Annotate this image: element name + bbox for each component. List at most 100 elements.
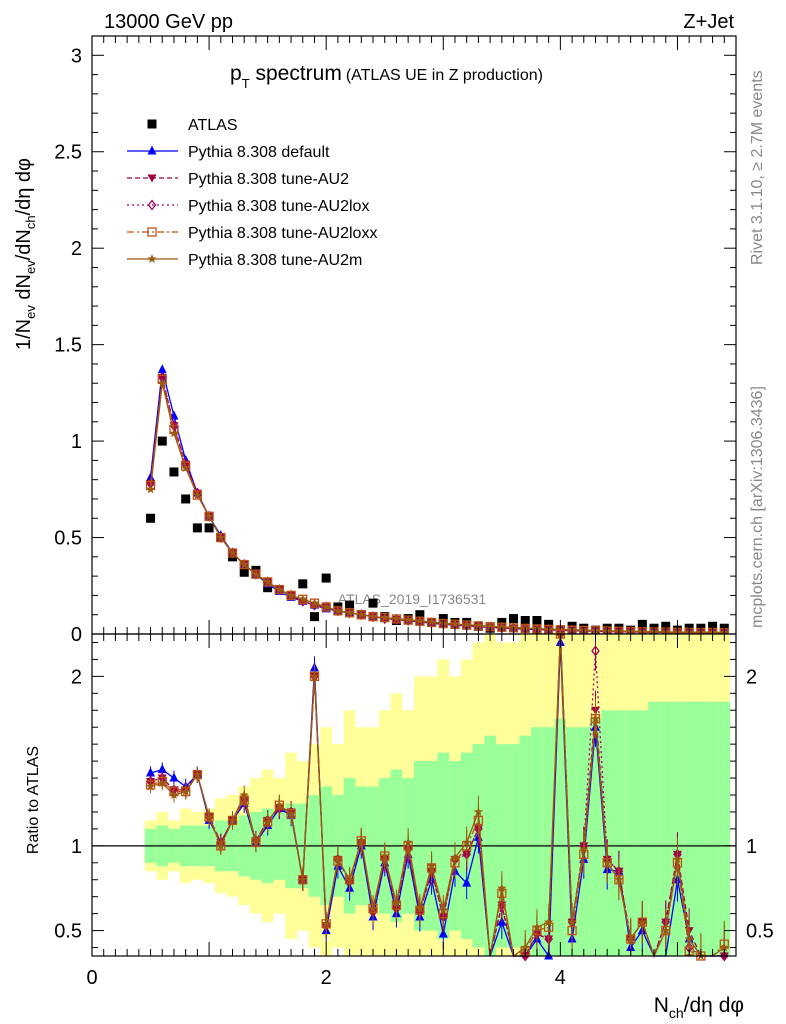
ratio-pythia-8-308-tune-au2m-point [309, 671, 320, 681]
ratio-pythia-8-308-tune-au2m-point [637, 917, 648, 927]
main-atlas-point [520, 615, 530, 625]
main-atlas-point [509, 614, 519, 624]
ratio-pythia-8-308-tune-au2m-point [298, 874, 308, 884]
main-atlas-point [661, 621, 671, 631]
ratio-band-inner [589, 718, 602, 956]
main-title: pT spectrum (ATLAS UE in Z production) [230, 62, 543, 91]
ratio-pythia-8-308-tune-au2m-point [461, 837, 472, 847]
ratio-pythia-8-308-tune-au2m-point [719, 942, 730, 952]
ylabel-a: 1/N [13, 319, 35, 350]
xlabel-b: /dη dφ [684, 994, 744, 1017]
ratio-pythia-8-308-tune-au2m-point [602, 857, 612, 867]
ratio-pythia-8-308-tune-au2m-point [532, 922, 542, 932]
main-pythia-8-308-tune-au2m-point [333, 605, 343, 615]
main-pythia-8-308-tune-au2m-point [473, 620, 484, 630]
mcplots-label: mcplots.cern.ch [arXiv:1306.3436] [749, 386, 766, 628]
main-ytick-label: 2.5 [54, 142, 82, 164]
ratio-pythia-8-308-tune-au2m-point [321, 918, 331, 928]
legend-pythia-8-308-tune-au2-marker [147, 174, 157, 183]
main-pythia-8-308-tune-au2m-point [379, 612, 390, 622]
main-ytick-label: 3 [71, 45, 82, 67]
main-atlas-point [169, 467, 179, 477]
ratio-pythia-8-308-tune-au2m-point [262, 817, 273, 827]
ratio-band-inner [566, 727, 578, 956]
main-atlas-point [368, 598, 378, 608]
ratio-pythia-8-308-tune-au2m-point [286, 808, 296, 818]
main-ytick-label: 0 [71, 624, 82, 646]
ratio-band-inner [554, 718, 567, 956]
header-right: Z+Jet [683, 11, 734, 33]
ratio-pythia-8-308-tune-au2m-point [333, 854, 343, 864]
ratio-pythia-8-308-tune-au2m-point [251, 837, 261, 847]
main-pythia-8-308-tune-au2m-point [157, 378, 168, 388]
ratio-xtick-label: 4 [555, 967, 566, 989]
ratio-pythia-8-308-tune-au2lox-point [719, 950, 729, 962]
main-pythia-8-308-tune-au2m-point [262, 576, 273, 586]
main-atlas-point [298, 579, 308, 589]
ratio-pythia-8-308-default-point [146, 767, 156, 777]
ratio-band-inner [601, 710, 614, 956]
legend-pythia-8-308-tune-au2loxx-label: Pythia 8.308 tune-AU2loxx [188, 225, 377, 242]
ratio-pythia-8-308-tune-au2m-point [543, 917, 554, 927]
ratio-band-inner [718, 701, 731, 956]
ylabel-c-sub: ch [23, 215, 38, 229]
ratio-pythia-8-308-tune-au2m-point [356, 835, 367, 845]
main-pythia-8-308-tune-au2m-point [180, 463, 191, 473]
main-pythia-8-308-tune-au2m-point [497, 621, 507, 631]
ratio-pythia-8-308-tune-au2m-point [391, 898, 402, 908]
ylabel-c: /dN [13, 229, 35, 260]
ratio-ytick-label: 0.5 [54, 921, 82, 943]
legend-pythia-8-308-tune-au2lox-label: Pythia 8.308 tune-AU2lox [188, 198, 369, 215]
ratio-band-inner [695, 701, 707, 956]
legend-pythia-8-308-default-marker [147, 145, 157, 155]
legend-pythia-8-308-tune-au2loxx-marker [147, 227, 157, 237]
main-atlas-point [532, 615, 542, 625]
ratio-pythia-8-308-tune-au2m-point [169, 790, 179, 800]
ratio-pythia-8-308-tune-au2m-point [239, 790, 249, 800]
main-atlas-point [146, 513, 156, 523]
main-pythia-8-308-tune-au2m-point [192, 490, 203, 500]
title-rest: spectrum [250, 62, 342, 85]
main-ylabel: 1/Nev dNev/dNch/dη dφ [13, 158, 38, 350]
ratio-xtick-label: 2 [321, 967, 332, 989]
ratio-band-inner [636, 710, 649, 956]
main-atlas-point [181, 494, 191, 504]
ratio-ytick-label-right: 0.5 [746, 921, 774, 943]
xlabel-a-sub: ch [669, 1005, 684, 1021]
ratio-band-inner [706, 701, 719, 956]
ylabel-b: dN [13, 274, 35, 305]
ratio-pythia-8-308-tune-au2m-point [192, 769, 203, 779]
main-atlas-point [345, 600, 355, 610]
header-left: 13000 GeV pp [104, 11, 233, 33]
ratio-pythia-8-308-default-point [157, 764, 167, 774]
ratio-ytick-label-right: 1 [746, 836, 757, 858]
legend: ATLAS Pythia 8.308 default Pythia 8.308 tu… [127, 117, 377, 269]
main-pythia-8-308-tune-au2m-point [368, 611, 378, 621]
main-pythia-8-308-tune-au2m-point [286, 590, 296, 600]
main-ytick-label: 1 [71, 431, 82, 453]
ratio-pythia-8-308-tune-au2m-point [204, 812, 214, 822]
legend-pythia-8-308-tune-au2lox-marker [147, 199, 157, 211]
main-pythia-8-308-tune-au2m-point [216, 532, 226, 542]
ratio-pythia-8-308-tune-au2m-point [614, 874, 624, 884]
ratio-band-inner [648, 701, 660, 956]
main-ytick-label: 0.5 [54, 528, 82, 550]
main-atlas-point [415, 610, 425, 620]
main-pythia-8-308-tune-au2m-point [344, 607, 355, 617]
ratio-pythia-8-308-tune-au2m-point [625, 934, 636, 944]
main-ytick-label: 1.5 [54, 335, 82, 357]
ratio-pythia-8-308-tune-au2m-point [520, 942, 530, 952]
main-pythia-8-308-tune-au2m-point [391, 613, 402, 623]
ratio-pythia-8-308-tune-au2m-point [497, 883, 507, 893]
main-pythia-8-308-tune-au2m-point [145, 484, 156, 494]
ratio-pythia-8-308-tune-au2m-point [344, 874, 355, 884]
main-pythia-8-308-tune-au2m-point [251, 569, 261, 579]
main-atlas-point [157, 436, 167, 446]
main-pythia-8-308-tune-au2m-point [239, 559, 249, 569]
ratio-pythia-8-308-tune-au2m-point [672, 854, 683, 864]
title-sub: T [242, 76, 250, 91]
main-pythia-8-308-tune-au2m-point [298, 594, 308, 604]
main-pythia-8-308-tune-au2m-point [321, 601, 331, 612]
ratio-ylabel: Ratio to ATLAS [25, 746, 42, 854]
